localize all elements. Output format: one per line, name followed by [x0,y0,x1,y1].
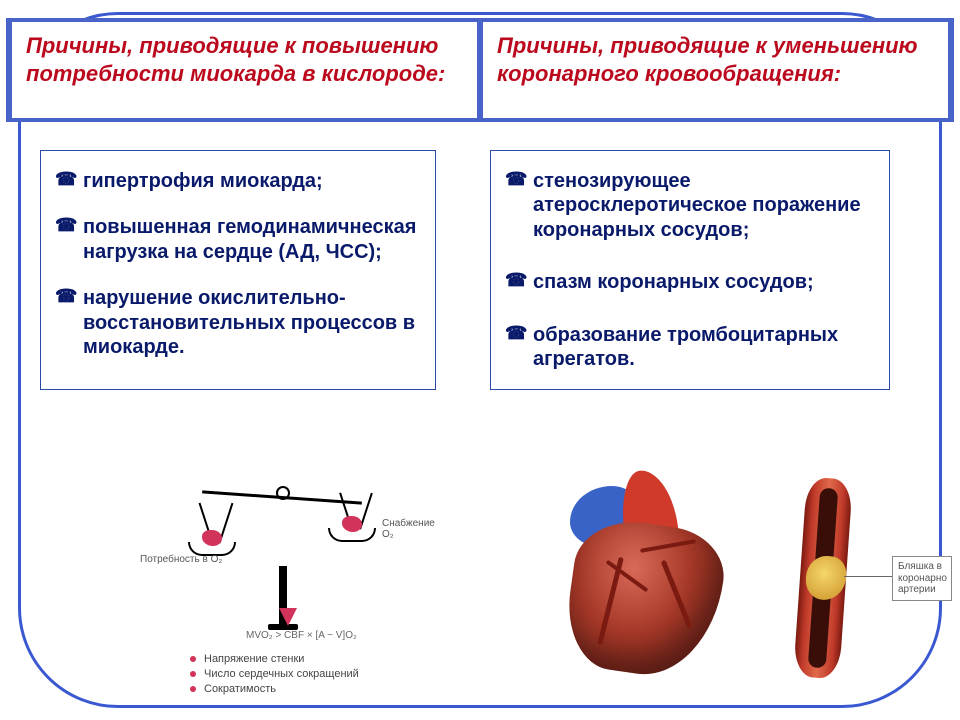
scale-right-label: Снабжение O₂ [382,518,435,540]
list-item: образование тромбоцитарных агрегатов. [505,323,873,372]
header-right-box: Причины, приводящие к уменьшению коронар… [483,22,948,118]
scale-bullet: Сократимость [190,682,359,697]
list-item: стенозирующее атеросклеротическое пораже… [505,169,873,242]
heart-figure [530,462,760,697]
list-item: нарушение окислительно-восстановительных… [55,286,419,359]
left-list-box: гипертрофия миокарда; повышенная гемодин… [40,150,436,390]
list-item: гипертрофия миокарда; [55,169,419,193]
supply-blob [342,516,362,532]
list-item: повышенная гемодинамичнеская нагрузка на… [55,215,419,264]
scale-pivot [276,486,290,500]
figures-area: Потребность в O₂ Снабжение O₂ MVO₂ > CBF… [0,470,960,710]
header-left-box: Причины, приводящие к повышению потребно… [12,22,477,118]
content-row: гипертрофия миокарда; повышенная гемодин… [40,150,920,390]
plaque-callout: Бляшка в коронарно артерии [892,556,952,601]
down-arrow-icon [279,608,297,626]
scale-left-label: Потребность в O₂ [140,554,222,565]
artery-figure: Бляшка в коронарно артерии [784,478,944,688]
right-list-box: стенозирующее атеросклеротическое пораже… [490,150,890,390]
scale-formula: MVO₂ > CBF × [A − V]O₂ [246,630,357,641]
header-right-text: Причины, приводящие к уменьшению коронар… [497,32,930,87]
demand-blob [202,530,222,546]
scale-bullet: Напряжение стенки [190,652,359,667]
right-list: стенозирующее атеросклеротическое пораже… [505,169,873,371]
balance-scale-figure: Потребность в O₂ Снабжение O₂ MVO₂ > CBF… [130,470,430,700]
list-item: спазм коронарных сосудов; [505,270,873,294]
scale-bullet-list: Напряжение стенки Число сердечных сокращ… [190,652,359,697]
scale-bullet: Число сердечных сокращений [190,667,359,682]
left-list: гипертрофия миокарда; повышенная гемодин… [55,169,419,359]
heart-body [560,514,729,683]
header-left-text: Причины, приводящие к повышению потребно… [26,32,459,87]
header-strip: Причины, приводящие к повышению потребно… [6,18,954,122]
